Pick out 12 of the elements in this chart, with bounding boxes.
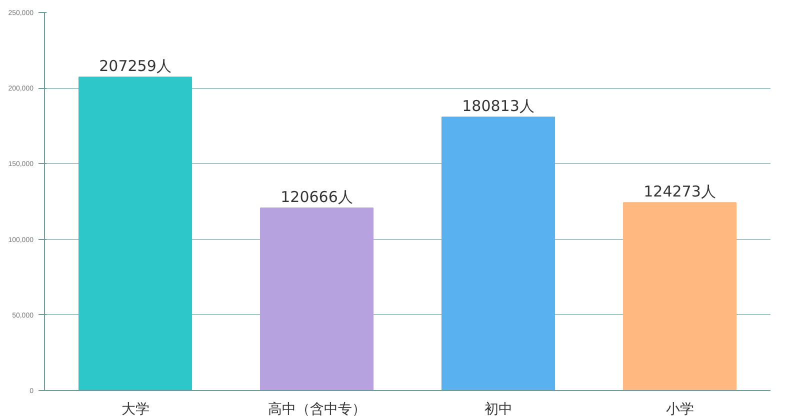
- x-tick-label: 高中（含中专）: [268, 402, 366, 418]
- bar: [622, 202, 737, 390]
- data-label: 207259人: [99, 57, 172, 76]
- x-tick-label: 小学: [666, 402, 694, 418]
- data-label: 120666人: [280, 188, 353, 206]
- data-label: 124273人: [644, 182, 716, 201]
- bar: [260, 208, 374, 390]
- x-tick-label: 初中: [484, 402, 512, 418]
- data-label: 180813人: [462, 97, 534, 116]
- x-tick-label: 大学: [121, 402, 150, 418]
- bar: [78, 76, 192, 390]
- bar: [441, 116, 556, 390]
